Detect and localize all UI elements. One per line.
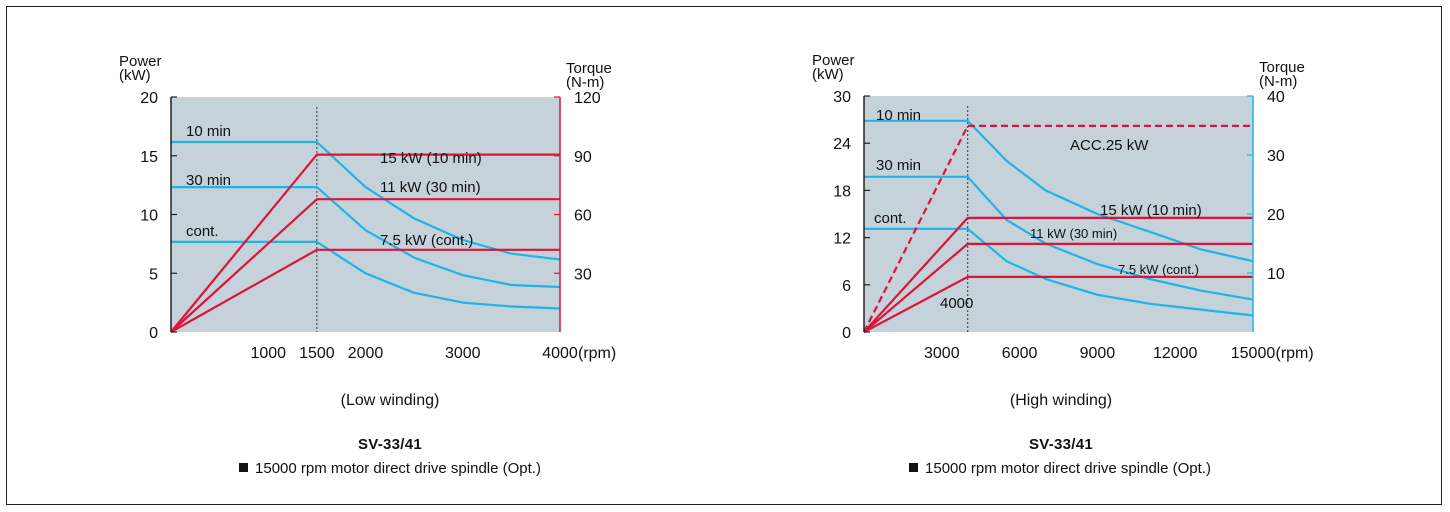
power-curve-1 bbox=[863, 242, 1253, 333]
low-model-label: SV-33/41 bbox=[357, 436, 423, 453]
power-series-label: 11 kW (30 min) bbox=[1030, 226, 1117, 241]
right-axis-tick-label: 40 bbox=[1267, 89, 1285, 106]
torque-series-label: 10 min bbox=[186, 123, 231, 140]
high-description-text: 15000 rpm motor direct drive spindle (Op… bbox=[925, 460, 1211, 477]
left-axis-tick-label: 30 bbox=[833, 89, 851, 106]
left-axis-tick-label: 0 bbox=[842, 325, 851, 342]
power-curve-0 bbox=[170, 153, 560, 333]
torque-curve-1 bbox=[171, 186, 561, 289]
torque-series-label: cont. bbox=[874, 210, 907, 227]
x-axis-tick-label: 3000 bbox=[445, 345, 481, 362]
x-axis-tick-label: 9000 bbox=[1080, 345, 1116, 362]
x-axis-tick-label: 1000 bbox=[250, 345, 286, 362]
left-axis-tick-label: 15 bbox=[140, 149, 158, 166]
left-axis-title: (kW) bbox=[812, 66, 844, 83]
left-axis-title: Power bbox=[119, 53, 162, 70]
bullet-square-icon bbox=[239, 463, 249, 472]
x-axis-tick-label: 12000 bbox=[1153, 345, 1198, 362]
plot-area bbox=[171, 97, 560, 332]
left-axis-tick-label: 24 bbox=[833, 136, 851, 153]
right-axis-title: (N-m) bbox=[1259, 73, 1297, 90]
x-axis-tick-label: 6000 bbox=[1002, 345, 1038, 362]
power-curve-1 bbox=[170, 198, 560, 333]
high-winding-caption: (High winding) bbox=[1009, 392, 1113, 409]
left-axis-tick-label: 5 bbox=[149, 266, 158, 283]
high-description: 15000 rpm motor direct drive spindle (Op… bbox=[840, 460, 1280, 477]
torque-curve-2 bbox=[864, 227, 1254, 317]
x-axis-tick-label: 3000 bbox=[924, 345, 960, 362]
low-description: 15000 rpm motor direct drive spindle (Op… bbox=[170, 460, 610, 477]
low-winding-chart: 10 min 30 min cont. 15 kW (10 min) 11 kW (30… bbox=[119, 53, 616, 362]
x-axis-tick-label: 4000 bbox=[542, 345, 578, 362]
x-axis-unit: (rpm) bbox=[578, 345, 616, 362]
torque-curve-0 bbox=[864, 119, 1254, 263]
accel-curve bbox=[863, 124, 1253, 333]
left-axis-title: Power bbox=[812, 52, 855, 69]
right-axis-tick-label: 120 bbox=[574, 90, 601, 107]
plot-area bbox=[864, 96, 1253, 332]
right-axis-tick-label: 20 bbox=[1267, 207, 1285, 224]
left-axis-tick-label: 10 bbox=[140, 208, 158, 225]
right-axis-tick-label: 30 bbox=[1267, 148, 1285, 165]
left-axis-tick-label: 12 bbox=[833, 231, 851, 248]
torque-series-label: 10 min bbox=[876, 107, 921, 124]
power-curve-2 bbox=[170, 248, 560, 333]
left-axis-tick-label: 6 bbox=[842, 278, 851, 295]
power-curve-2 bbox=[863, 275, 1253, 333]
right-axis-title: Torque bbox=[566, 60, 612, 77]
left-axis-tick-label: 20 bbox=[140, 90, 158, 107]
power-series-label: 15 kW (10 min) bbox=[1100, 202, 1202, 219]
torque-curve-1 bbox=[864, 175, 1254, 301]
power-series-label: 7.5 kW (cont.) bbox=[1118, 262, 1199, 277]
right-axis-tick-label: 90 bbox=[574, 149, 592, 166]
low-description-text: 15000 rpm motor direct drive spindle (Op… bbox=[255, 460, 541, 477]
right-axis-tick-label: 30 bbox=[574, 266, 592, 283]
low-winding-caption: (Low winding) bbox=[340, 392, 440, 409]
power-series-label: 11 kW (30 min) bbox=[380, 179, 481, 196]
x-axis-tick-label: 2000 bbox=[348, 345, 384, 362]
torque-series-label: 30 min bbox=[186, 172, 231, 189]
torque-series-label: 30 min bbox=[876, 157, 921, 174]
right-axis-title: (N-m) bbox=[566, 74, 604, 91]
accel-series-label: ACC.25 kW bbox=[1070, 137, 1149, 154]
left-axis-tick-label: 18 bbox=[833, 183, 851, 200]
right-axis-tick-label: 60 bbox=[574, 208, 592, 225]
power-series-label: 7.5 kW (cont.) bbox=[380, 232, 473, 249]
left-axis-title: (kW) bbox=[119, 67, 151, 84]
high-model-label: SV-33/41 bbox=[1028, 436, 1094, 453]
torque-curve-0 bbox=[171, 140, 561, 261]
power-series-label: 15 kW (10 min) bbox=[380, 150, 482, 167]
high-winding-chart: 10 min 30 min cont. 15 kW (10 min) 11 kW (30… bbox=[812, 52, 1314, 362]
torque-series-label: cont. bbox=[186, 223, 219, 240]
right-axis-tick-label: 10 bbox=[1267, 266, 1285, 283]
left-axis-tick-label: 0 bbox=[149, 325, 158, 342]
x-axis-unit: (rpm) bbox=[1276, 345, 1314, 362]
right-axis-title: Torque bbox=[1259, 59, 1305, 76]
torque-curve-2 bbox=[171, 240, 561, 310]
power-curve-0 bbox=[863, 216, 1253, 333]
x-axis-tick-label: 15000 bbox=[1231, 345, 1276, 362]
x-axis-tick-label: 1500 bbox=[299, 345, 335, 362]
base-speed-annotation: 4000 bbox=[940, 295, 973, 312]
bullet-square-icon bbox=[909, 463, 919, 472]
